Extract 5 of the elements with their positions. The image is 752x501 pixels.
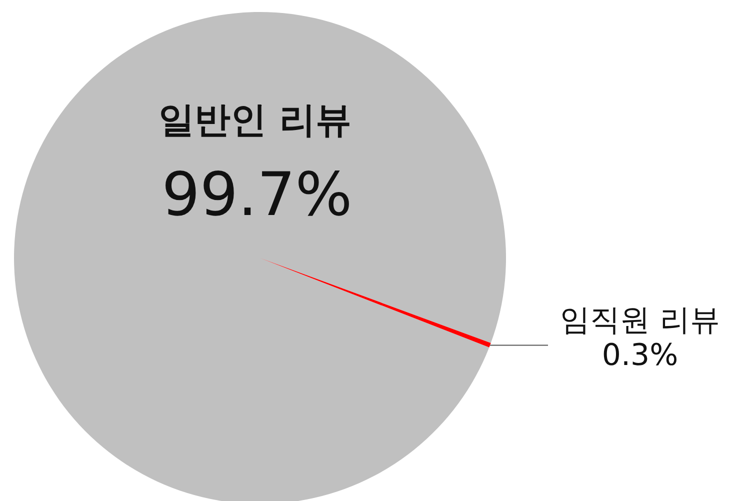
slice-label: 임직원 리뷰	[560, 303, 720, 338]
slice-label: 일반인 리뷰	[158, 100, 352, 141]
data-label: 99.7%	[162, 160, 352, 230]
pie-slice	[260, 258, 491, 348]
data-label: 0.3%	[602, 338, 678, 373]
